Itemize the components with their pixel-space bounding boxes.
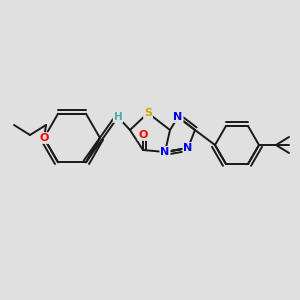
Text: H: H: [114, 112, 122, 122]
Text: O: O: [39, 133, 49, 143]
Text: N: N: [173, 112, 183, 122]
Text: N: N: [160, 147, 169, 157]
Text: N: N: [183, 143, 193, 153]
Text: O: O: [138, 130, 148, 140]
Text: S: S: [144, 108, 152, 118]
